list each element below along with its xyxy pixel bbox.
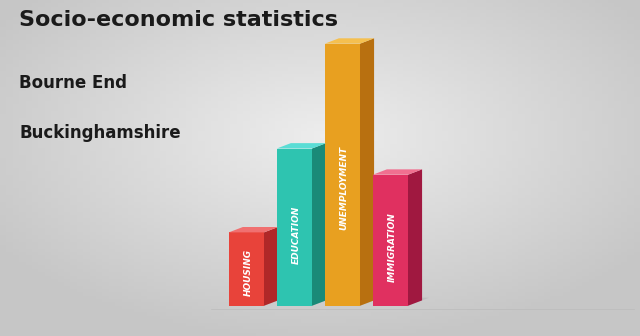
Text: IMMIGRATION: IMMIGRATION xyxy=(388,212,397,282)
Bar xyxy=(0,134,640,202)
Polygon shape xyxy=(325,38,374,44)
Polygon shape xyxy=(325,298,381,306)
Bar xyxy=(0,67,640,134)
Text: HOUSING: HOUSING xyxy=(244,249,253,296)
Polygon shape xyxy=(360,38,374,306)
Text: UNEMPLOYMENT: UNEMPLOYMENT xyxy=(340,146,349,230)
Polygon shape xyxy=(229,298,285,306)
Polygon shape xyxy=(325,44,360,306)
Text: Socio-economic statistics: Socio-economic statistics xyxy=(19,10,338,30)
Polygon shape xyxy=(277,149,312,306)
Polygon shape xyxy=(372,175,408,306)
Bar xyxy=(0,269,640,336)
Polygon shape xyxy=(229,227,278,233)
Text: Bourne End: Bourne End xyxy=(19,74,127,92)
Bar xyxy=(0,202,640,269)
Polygon shape xyxy=(277,298,333,306)
Polygon shape xyxy=(372,298,429,306)
Polygon shape xyxy=(264,227,278,306)
Polygon shape xyxy=(372,169,422,175)
Text: EDUCATION: EDUCATION xyxy=(292,206,301,264)
Bar xyxy=(0,0,640,67)
Polygon shape xyxy=(229,233,264,306)
Polygon shape xyxy=(277,143,326,149)
Text: Buckinghamshire: Buckinghamshire xyxy=(19,124,181,142)
Polygon shape xyxy=(312,143,326,306)
Polygon shape xyxy=(408,169,422,306)
